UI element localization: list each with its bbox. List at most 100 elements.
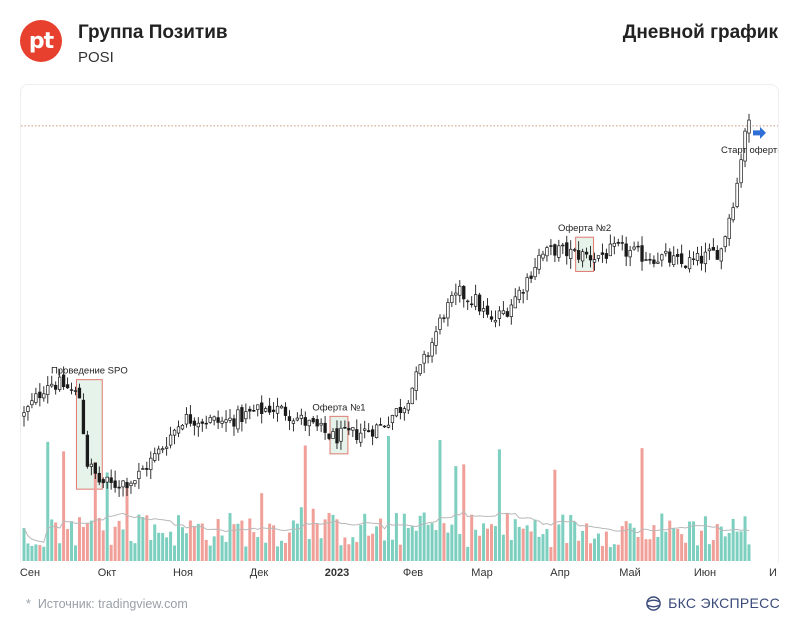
candle bbox=[343, 420, 347, 429]
candle bbox=[470, 296, 474, 308]
candle bbox=[378, 417, 383, 426]
candle-body bbox=[656, 261, 660, 264]
candle bbox=[414, 366, 418, 401]
candle bbox=[129, 480, 133, 494]
candle bbox=[101, 477, 105, 489]
candle bbox=[565, 235, 569, 265]
candle bbox=[192, 417, 197, 436]
volume-bar bbox=[695, 545, 699, 561]
candle-body bbox=[672, 255, 676, 265]
candle bbox=[541, 250, 545, 262]
volume-bar bbox=[513, 519, 517, 561]
candle bbox=[323, 416, 327, 440]
volume-bar bbox=[731, 518, 735, 561]
candle bbox=[73, 386, 78, 396]
volume-bar bbox=[581, 530, 585, 561]
candle bbox=[228, 409, 232, 424]
candle-body bbox=[596, 255, 601, 259]
candle-body bbox=[676, 254, 680, 257]
candle bbox=[61, 366, 66, 390]
annotation-box-2 bbox=[575, 236, 595, 272]
candle bbox=[212, 415, 216, 426]
volume-bar bbox=[458, 534, 462, 561]
candle-body bbox=[442, 317, 446, 319]
volume-bar bbox=[260, 493, 264, 561]
candle bbox=[715, 245, 719, 260]
volume-bar bbox=[430, 523, 434, 561]
candle bbox=[454, 283, 458, 305]
volume-bar bbox=[541, 534, 545, 561]
volume-bar bbox=[624, 521, 628, 561]
candle-body bbox=[271, 409, 276, 412]
candle bbox=[521, 289, 525, 304]
annotation-label-2: Оферта №2 bbox=[558, 223, 611, 234]
candle-body bbox=[501, 310, 506, 314]
volume-bar bbox=[569, 514, 573, 561]
candle bbox=[557, 239, 561, 262]
candle bbox=[105, 476, 109, 489]
volume-bar bbox=[363, 513, 367, 561]
candle bbox=[374, 423, 379, 439]
volume-bar bbox=[240, 520, 244, 561]
volume-bar bbox=[529, 531, 533, 561]
volume-bar bbox=[486, 528, 490, 561]
candle-body bbox=[252, 410, 256, 412]
volume-bar bbox=[236, 523, 240, 561]
candle bbox=[723, 235, 727, 253]
volume-bar bbox=[648, 539, 652, 561]
source-text: Источник: tradingview.com bbox=[37, 597, 188, 611]
header: pt Группа Позитив POSI Дневной график bbox=[0, 0, 800, 80]
volume-bar bbox=[287, 532, 291, 561]
candle-body bbox=[600, 252, 605, 255]
annotation-label-0: Проведение SPO bbox=[51, 366, 128, 377]
volume-bar bbox=[537, 536, 541, 561]
volume-bar bbox=[54, 522, 58, 561]
volume-bar bbox=[652, 525, 656, 561]
candle-body bbox=[22, 412, 26, 417]
candle bbox=[50, 375, 54, 388]
candle bbox=[248, 406, 252, 420]
candle-body bbox=[438, 317, 442, 330]
volume-bar bbox=[224, 541, 228, 561]
volume-bar bbox=[46, 441, 50, 561]
candle-body bbox=[569, 248, 573, 259]
candle-body bbox=[374, 424, 379, 439]
candle-body bbox=[109, 477, 113, 483]
candle bbox=[604, 248, 609, 264]
candle bbox=[355, 419, 359, 444]
volume-bar bbox=[280, 540, 284, 561]
candle bbox=[442, 314, 446, 323]
candle-body bbox=[295, 417, 300, 421]
volume-bar bbox=[113, 526, 117, 561]
candle bbox=[450, 291, 454, 308]
candle-body bbox=[347, 428, 351, 431]
candle bbox=[584, 247, 589, 259]
volume-bar bbox=[383, 540, 387, 561]
candle-body bbox=[735, 182, 739, 207]
candle bbox=[537, 248, 541, 275]
candle-body bbox=[125, 482, 129, 489]
candle-body bbox=[26, 406, 30, 412]
annotation-label-1: Оферта №1 bbox=[312, 402, 365, 413]
candle bbox=[517, 286, 521, 304]
candle-body bbox=[426, 355, 430, 358]
volume-bar bbox=[573, 521, 577, 561]
candle-body bbox=[331, 431, 335, 439]
candle bbox=[351, 427, 355, 438]
candle bbox=[687, 250, 692, 273]
candle-body bbox=[133, 480, 137, 484]
candle bbox=[462, 285, 466, 308]
candle bbox=[303, 411, 307, 432]
candle bbox=[216, 410, 220, 429]
candle-body bbox=[149, 457, 153, 470]
candle bbox=[244, 403, 248, 424]
candle bbox=[466, 299, 470, 310]
candle bbox=[85, 430, 90, 469]
volume-bar bbox=[359, 525, 363, 561]
candle bbox=[224, 410, 228, 432]
candle bbox=[58, 369, 62, 392]
candle bbox=[153, 447, 157, 463]
volume-bar bbox=[89, 520, 93, 561]
candle bbox=[46, 376, 50, 404]
candle-body bbox=[339, 427, 343, 442]
